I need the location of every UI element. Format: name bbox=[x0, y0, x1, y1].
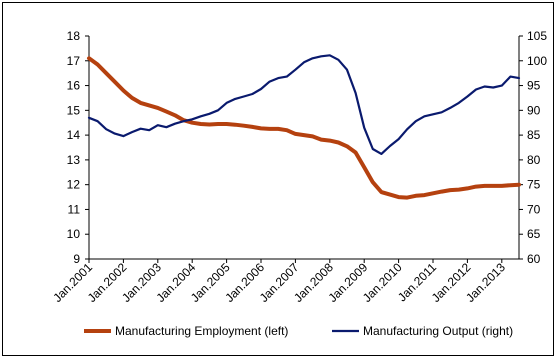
legend-label: Manufacturing Employment (left) bbox=[115, 324, 288, 338]
left-y-tick-label: 14 bbox=[67, 128, 81, 142]
output-series-line bbox=[87, 54, 521, 155]
left-y-tick-label: 13 bbox=[67, 153, 81, 167]
right-y-tick-label: 70 bbox=[527, 202, 541, 216]
left-y-tick-label: 12 bbox=[67, 178, 81, 192]
plot-area bbox=[87, 54, 521, 200]
right-y-tick-label: 65 bbox=[527, 227, 541, 241]
right-y-tick-label: 90 bbox=[527, 103, 541, 117]
legend-label: Manufacturing Output (right) bbox=[363, 324, 513, 338]
employment-series-line bbox=[87, 56, 521, 200]
legend-item: Manufacturing Employment (left) bbox=[84, 324, 288, 338]
chart-legend: Manufacturing Employment (left) Manufactu… bbox=[84, 324, 513, 338]
left-y-tick-label: 17 bbox=[67, 54, 81, 68]
left-y-tick-label: 9 bbox=[73, 252, 80, 266]
right-y-tick-label: 75 bbox=[527, 178, 541, 192]
left-y-tick-label: 11 bbox=[68, 202, 81, 216]
right-y-tick-label: 105 bbox=[527, 29, 547, 43]
chart-frame: 9 10 11 12 13 14 15 16 17 18 60 65 70 75 80 85 90 95 100 10… bbox=[2, 2, 554, 356]
line-chart: 9 10 11 12 13 14 15 16 17 18 60 65 70 75 80 85 90 95 100 10… bbox=[50, 29, 547, 338]
right-y-tick-label: 80 bbox=[527, 153, 541, 167]
left-y-tick-label: 18 bbox=[67, 29, 81, 43]
legend-item: Manufacturing Output (right) bbox=[332, 324, 513, 338]
left-y-tick-label: 16 bbox=[67, 79, 81, 93]
left-y-tick-label: 10 bbox=[67, 227, 81, 241]
right-y-tick-label: 60 bbox=[527, 252, 541, 266]
right-y-tick-label: 85 bbox=[527, 128, 541, 142]
right-y-tick-label: 100 bbox=[527, 54, 547, 68]
chart-axes: 9 10 11 12 13 14 15 16 17 18 60 65 70 75 80 85 90 95 100 10… bbox=[50, 29, 547, 305]
left-y-tick-label: 15 bbox=[67, 103, 81, 117]
right-y-tick-label: 95 bbox=[527, 79, 541, 93]
